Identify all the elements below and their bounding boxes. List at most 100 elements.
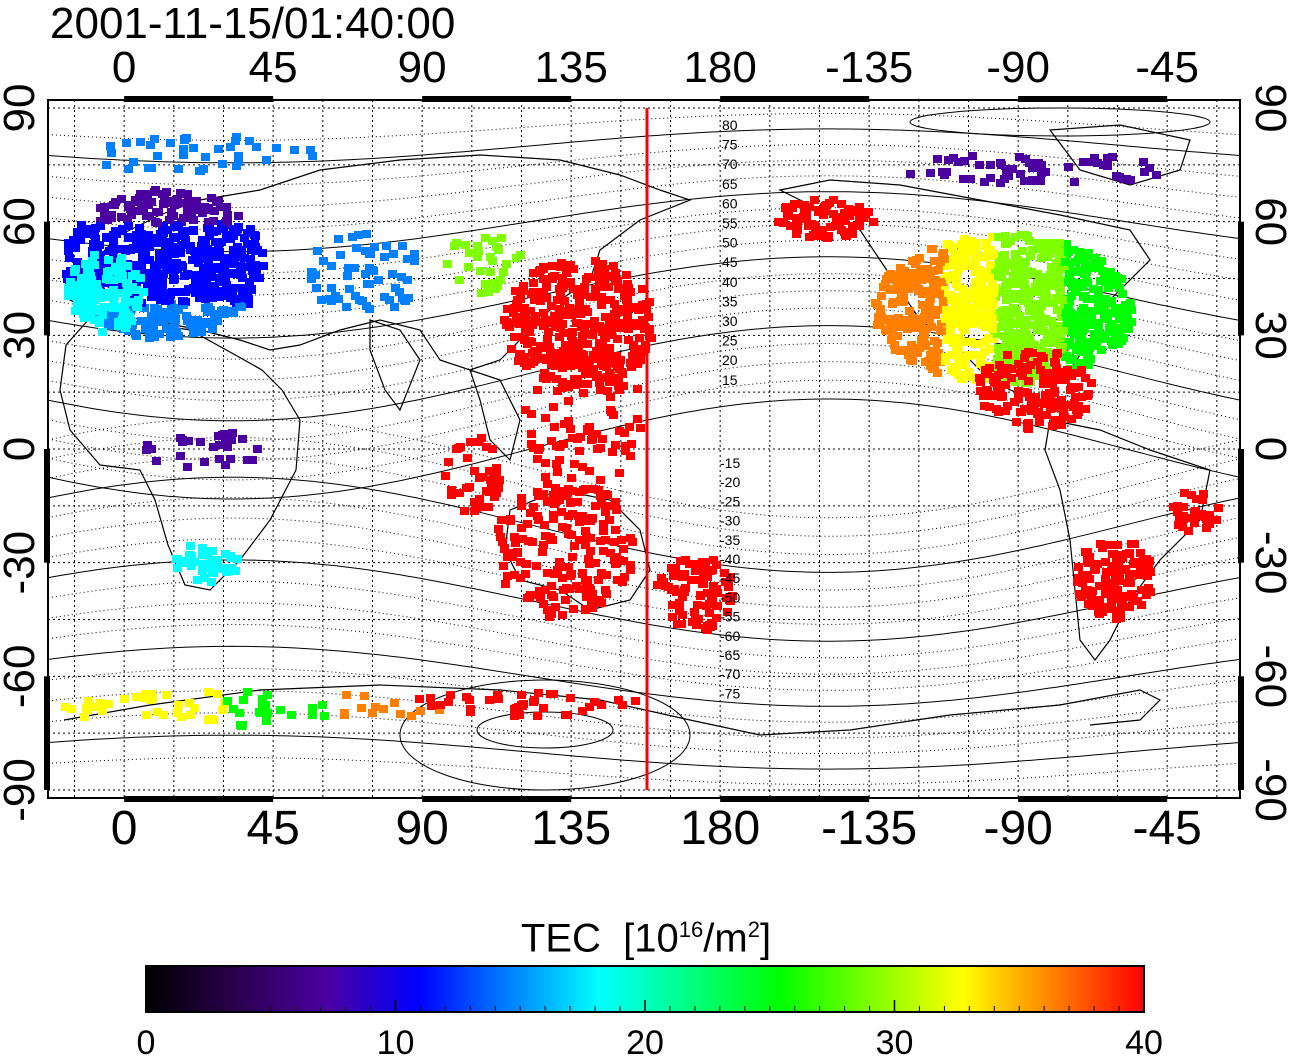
contour-labels: 8075706560555045403530252015-15-20-25-30…	[720, 117, 740, 701]
colorbar-unit-exponent: 16	[678, 917, 704, 942]
tec-point	[189, 329, 198, 337]
tec-point	[145, 256, 154, 264]
colorbar-tick-label: 40	[1125, 1024, 1163, 1057]
tec-point	[553, 387, 562, 395]
tec-point	[992, 405, 1001, 413]
tec-point	[153, 708, 162, 716]
tec-point	[131, 196, 140, 204]
tec-point	[308, 711, 317, 719]
tec-point	[390, 699, 399, 707]
tec-point	[312, 284, 321, 292]
tec-point	[226, 143, 235, 151]
tec-point	[342, 303, 351, 311]
tec-point	[86, 301, 95, 309]
tec-point	[512, 254, 521, 262]
tec-point	[704, 566, 713, 574]
tec-point	[980, 402, 989, 410]
tec-point	[204, 688, 213, 696]
tec-point	[1078, 571, 1087, 579]
tec-point	[1077, 393, 1086, 401]
tec-point	[994, 233, 1003, 241]
tec-point	[1017, 336, 1026, 344]
tec-point	[96, 257, 105, 265]
tec-point	[229, 705, 238, 713]
tec-point	[238, 274, 247, 282]
tec-point	[186, 711, 195, 719]
tec-point	[595, 322, 604, 330]
tec-point	[1023, 363, 1032, 371]
tec-point	[174, 222, 183, 230]
tec-point	[668, 613, 677, 621]
tec-point	[570, 542, 579, 550]
tec-point	[1124, 325, 1133, 333]
tec-point	[1031, 283, 1040, 291]
tec-point	[539, 322, 548, 330]
tec-point	[619, 557, 628, 565]
tec-point	[680, 570, 689, 578]
tec-point	[1096, 277, 1105, 285]
tec-point	[139, 288, 148, 296]
tec-point	[1030, 312, 1039, 320]
tec-point	[888, 329, 897, 337]
tec-point	[855, 222, 864, 230]
frame-tick-bar	[44, 676, 50, 790]
tec-point	[90, 316, 99, 324]
tec-point	[129, 158, 138, 166]
tec-point	[508, 553, 517, 561]
tec-point	[215, 441, 224, 449]
tec-point	[222, 564, 231, 572]
tec-point	[91, 224, 100, 232]
tec-point	[1173, 508, 1182, 516]
tec-point	[142, 711, 151, 719]
contour-label: -65	[720, 647, 740, 663]
tec-point	[557, 355, 566, 363]
tec-point	[76, 236, 85, 244]
tec-point	[327, 262, 336, 270]
tec-point	[541, 473, 550, 481]
tec-point	[988, 392, 997, 400]
tec-point	[103, 216, 112, 224]
tec-point	[93, 246, 102, 254]
tec-point	[529, 444, 538, 452]
tec-point	[163, 197, 172, 205]
tec-point	[1086, 261, 1095, 269]
tec-point	[66, 283, 75, 291]
tec-point	[488, 237, 497, 245]
frame-tick-bar	[720, 796, 870, 802]
tec-point	[1018, 372, 1027, 380]
tec-point	[1093, 560, 1102, 568]
tec-point	[334, 235, 343, 243]
tec-point	[1073, 411, 1082, 419]
tec-point	[107, 149, 116, 157]
tec-point	[539, 374, 548, 382]
tec-point	[943, 240, 952, 248]
tec-point	[986, 161, 995, 169]
tec-point	[102, 275, 111, 283]
tec-point	[1051, 359, 1060, 367]
tec-point	[533, 386, 542, 394]
tec-point	[588, 435, 597, 443]
tec-point	[955, 334, 964, 342]
tec-point	[204, 303, 213, 311]
tec-point	[157, 256, 166, 264]
tec-point	[67, 705, 76, 713]
tec-point	[606, 549, 615, 557]
tec-point	[1094, 286, 1103, 294]
tec-point	[1056, 286, 1065, 294]
tec-point	[407, 712, 416, 720]
tec-point	[1118, 304, 1127, 312]
tec-point	[1025, 237, 1034, 245]
tec-point	[712, 614, 721, 622]
tec-point	[1001, 306, 1010, 314]
lat-tick-label-left: -60	[0, 645, 44, 709]
tec-point	[693, 601, 702, 609]
tec-point	[1103, 315, 1112, 323]
tec-point	[158, 190, 167, 198]
tec-point	[137, 268, 146, 276]
tec-point	[602, 356, 611, 364]
tec-point	[73, 299, 82, 307]
tec-point	[145, 212, 154, 220]
tec-point	[523, 594, 532, 602]
contour-line	[48, 476, 1240, 573]
contour-label: 80	[722, 117, 738, 133]
